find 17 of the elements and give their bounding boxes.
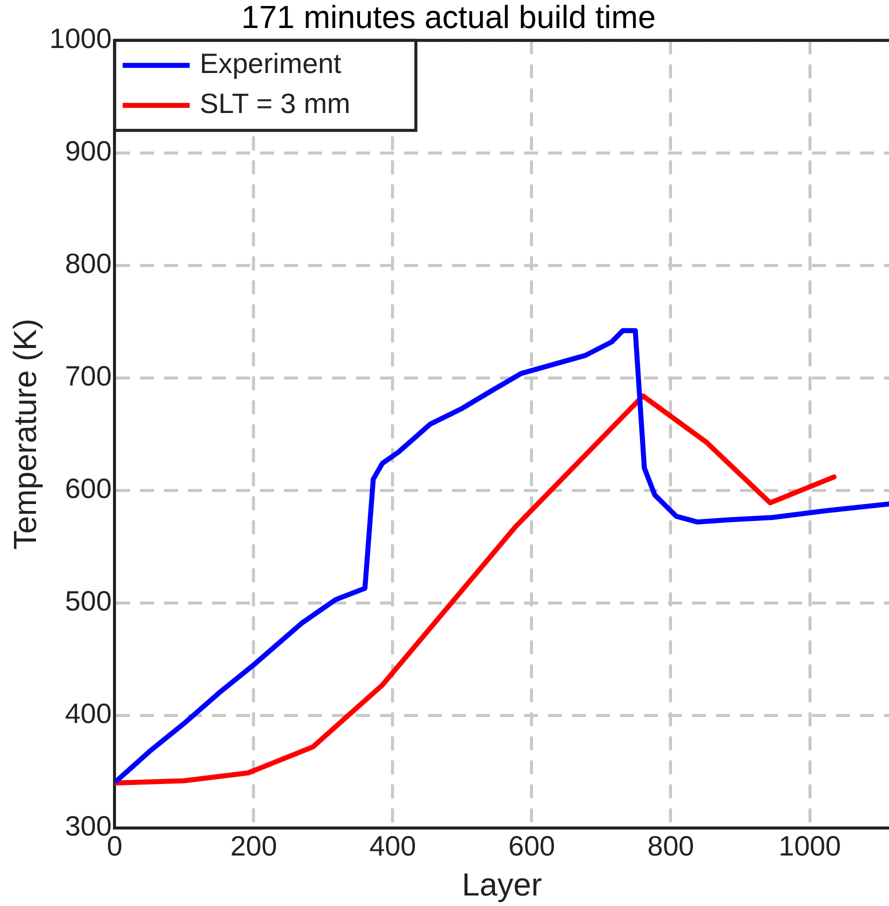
x-tick-label: 1000 [778, 830, 841, 862]
legend-label: Experiment [200, 48, 342, 80]
y-tick-label: 700 [64, 360, 112, 392]
x-tick-label: 200 [230, 830, 278, 862]
y-tick-label: 1000 [49, 23, 112, 54]
y-tick-label: 400 [64, 698, 112, 730]
legend-label: SLT = 3 mm [200, 88, 350, 120]
x-tick-label: 600 [508, 830, 556, 862]
y-axis-title: Temperature (K) [7, 318, 44, 550]
y-tick-label: 600 [64, 473, 112, 504]
chart-title: 171 minutes actual build time [241, 0, 656, 36]
x-tick-label: 800 [647, 830, 694, 862]
y-tick-label: 500 [64, 586, 112, 617]
y-tick-label: 900 [64, 136, 112, 167]
x-axis-title: Layer [462, 866, 542, 903]
x-tick-label: 400 [369, 830, 416, 862]
y-tick-label: 800 [64, 248, 112, 280]
